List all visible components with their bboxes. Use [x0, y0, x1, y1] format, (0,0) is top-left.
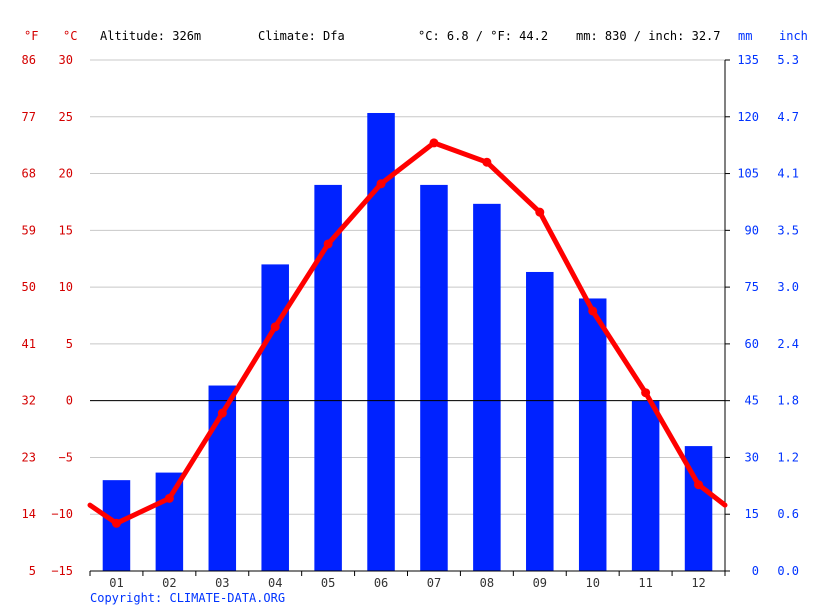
inch-tick-label: 2.4	[777, 337, 799, 351]
fahrenheit-tick-label: 50	[22, 280, 36, 294]
fahrenheit-tick-label: 5	[29, 564, 36, 578]
precipitation-bar	[473, 203, 501, 571]
precipitation-bar	[578, 298, 607, 571]
mm-tick-label: 60	[745, 337, 759, 351]
copyright-notice: Copyright: CLIMATE-DATA.ORG	[90, 591, 286, 605]
temperature-point	[164, 493, 174, 503]
celsius-tick-label: 20	[59, 167, 73, 181]
mm-tick-label: 75	[745, 280, 759, 294]
precipitation-bar	[631, 400, 660, 571]
mm-tick-label: 0	[752, 564, 759, 578]
altitude-label: Altitude: 326m	[100, 29, 201, 43]
temperature-point	[694, 480, 704, 490]
mm-tick-label: 105	[737, 167, 759, 181]
month-tick-label: 09	[533, 576, 547, 590]
temperature-point	[323, 239, 333, 249]
inch-tick-label: 4.7	[777, 110, 799, 124]
inch-tick-label: 1.8	[777, 394, 799, 408]
precipitation-bar	[367, 112, 395, 572]
mm-tick-label: 90	[745, 223, 759, 237]
climate-label: Climate: Dfa	[258, 29, 345, 43]
temperature-point	[376, 179, 386, 189]
precipitation-bar	[526, 271, 554, 571]
month-tick-label: 06	[374, 576, 388, 590]
temperature-point	[588, 306, 598, 316]
temperature-point	[270, 322, 280, 332]
month-tick-label: 11	[638, 576, 652, 590]
tick-labels: 86 30 135 5.377 25 120 4.768 20 105 4.159 15 90 3.55…	[22, 53, 799, 590]
inch-tick-label: 0.0	[777, 564, 799, 578]
temperature-point	[111, 518, 121, 528]
celsius-tick-label: 15	[59, 223, 73, 237]
celsius-tick-label: 0	[66, 394, 73, 408]
fahrenheit-tick-label: 68	[22, 167, 36, 181]
temperature-point	[641, 388, 651, 398]
fahrenheit-tick-label: 14	[22, 507, 36, 521]
temperature-series-line	[87, 140, 728, 526]
celsius-tick-label: 5	[66, 337, 73, 351]
celsius-tick-label: 30	[59, 53, 73, 67]
temperature-point	[429, 138, 439, 148]
mm-tick-label: 30	[745, 450, 759, 464]
precipitation-bar	[420, 184, 448, 571]
mm-tick-label: 15	[745, 507, 759, 521]
month-tick-label: 03	[215, 576, 229, 590]
inch-unit-label: inch	[779, 29, 808, 43]
precipitation-bar	[314, 184, 342, 571]
fahrenheit-tick-label: 23	[22, 450, 36, 464]
month-tick-label: 04	[268, 576, 282, 590]
celsius-tick-label: 10	[59, 280, 73, 294]
inch-tick-label: 5.3	[777, 53, 799, 67]
celsius-tick-label: −15	[51, 564, 73, 578]
mm-unit-label: mm	[738, 29, 752, 43]
temperature-point	[535, 207, 545, 217]
celsius-tick-label: 25	[59, 110, 73, 124]
mm-tick-label: 120	[737, 110, 759, 124]
axes	[89, 59, 730, 576]
month-tick-label: 01	[109, 576, 123, 590]
inch-tick-label: 4.1	[777, 167, 799, 181]
inch-tick-label: 0.6	[777, 507, 799, 521]
month-tick-label: 02	[162, 576, 176, 590]
fahrenheit-tick-label: 86	[22, 53, 36, 67]
mm-tick-label: 135	[737, 53, 759, 67]
inch-tick-label: 3.0	[777, 280, 799, 294]
celsius-tick-label: −10	[51, 507, 73, 521]
fahrenheit-tick-label: 41	[22, 337, 36, 351]
month-tick-label: 07	[427, 576, 441, 590]
celsius-unit-label: °C	[63, 29, 77, 43]
precipitation-bar	[155, 472, 184, 571]
fahrenheit-tick-label: 59	[22, 223, 36, 237]
month-tick-label: 10	[585, 576, 599, 590]
month-tick-label: 05	[321, 576, 335, 590]
mm-tick-label: 45	[745, 394, 759, 408]
temperature-point	[482, 157, 492, 167]
celsius-tick-label: −5	[59, 450, 73, 464]
fahrenheit-tick-label: 77	[22, 110, 36, 124]
fahrenheit-unit-label: °F	[24, 29, 38, 43]
precipitation-bars	[102, 112, 713, 572]
fahrenheit-tick-label: 32	[22, 394, 36, 408]
month-tick-label: 12	[691, 576, 705, 590]
gridlines	[90, 59, 725, 572]
month-tick-label: 08	[480, 576, 494, 590]
temperature-average-label: °C: 6.8 / °F: 44.2	[418, 29, 548, 43]
precipitation-total-label: mm: 830 / inch: 32.7	[576, 29, 721, 43]
temperature-point	[217, 408, 227, 418]
inch-tick-label: 1.2	[777, 450, 799, 464]
temperature-line	[87, 138, 728, 528]
inch-tick-label: 3.5	[777, 223, 799, 237]
